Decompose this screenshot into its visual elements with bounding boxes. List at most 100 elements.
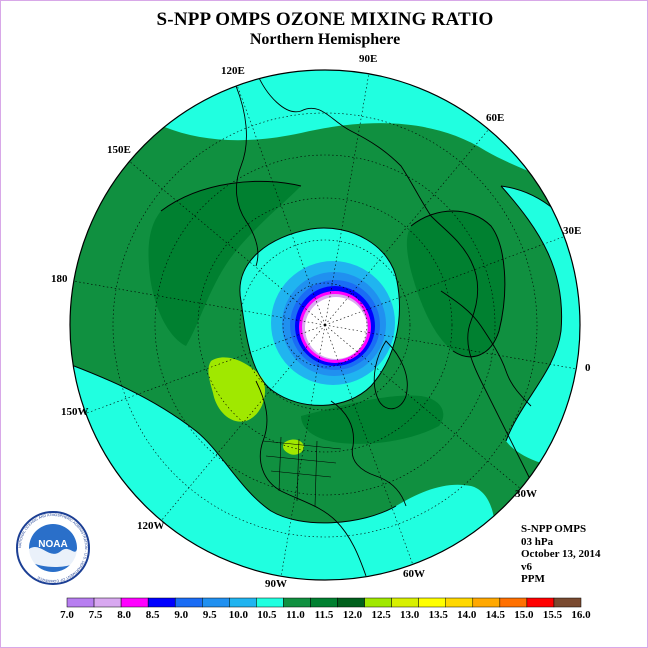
state-border	[296, 438, 300, 502]
colorbar-tick-label: 14.0	[457, 609, 477, 621]
colorbar-tick-label: 15.5	[543, 609, 563, 621]
meridian-60e	[324, 128, 490, 326]
map-border	[69, 69, 581, 581]
colorbar-swatch	[256, 597, 284, 608]
lon-label: 150W	[61, 406, 89, 418]
page-subtitle: Northern Hemisphere	[249, 31, 401, 48]
colorbar-swatch	[526, 597, 555, 608]
latitude-circle	[282, 282, 368, 368]
colorbar-swatch	[174, 597, 203, 608]
colorbar-swatch	[93, 597, 122, 608]
colorbar-tick-label: 9.0	[174, 609, 188, 621]
colorbar-tick-label: 11.5	[315, 609, 334, 621]
colorbar-tick-label: 9.5	[203, 609, 217, 621]
band-11-5-12-0-west	[148, 181, 301, 346]
colorbar-tick-label: 12.0	[343, 609, 363, 621]
coastline-america-east	[330, 400, 407, 507]
colorbar-tick-label: 16.0	[571, 609, 591, 621]
colorbar-swatch	[337, 597, 365, 608]
lon-label: 150E	[107, 144, 131, 156]
meridian-30w	[324, 324, 522, 490]
state-borders	[262, 436, 342, 507]
colorbar-tick-label: 8.0	[117, 609, 131, 621]
meridian-60w	[324, 324, 414, 566]
lon-label: 0	[585, 362, 591, 374]
colorbar-swatch	[66, 597, 95, 608]
state-border	[278, 436, 282, 492]
colorbar-swatch	[202, 597, 230, 608]
logo-wave	[29, 547, 77, 567]
colorbar-swatch	[310, 597, 338, 608]
contour-line	[239, 227, 400, 406]
state-border	[262, 440, 342, 450]
meridian-180	[72, 280, 326, 326]
colorbar-tick-label: 10.0	[229, 609, 249, 621]
band-12-0-12-5-pacific	[208, 357, 266, 422]
logo-text: NOAA	[38, 539, 67, 550]
info-date: October 13, 2014	[521, 548, 601, 560]
colorbar-tick-label: 12.5	[371, 609, 391, 621]
info-instrument: S-NPP OMPS	[521, 523, 587, 535]
latitude-circle	[112, 112, 538, 538]
latitude-circle	[197, 197, 453, 453]
colorbar-swatch	[391, 597, 419, 608]
colorbar-swatch	[147, 597, 176, 608]
info-pressure: 03 hPa	[521, 535, 554, 548]
colorbar-swatch	[472, 597, 501, 608]
meridian-0	[324, 324, 578, 370]
colorbar-swatch	[364, 597, 392, 608]
colorbar-swatch	[553, 597, 582, 608]
contour-line	[70, 360, 397, 524]
colorbar-tick-label: 10.5	[257, 609, 277, 621]
meridian-120w	[160, 324, 326, 522]
info-units: PPM	[521, 573, 545, 585]
state-border	[265, 455, 337, 464]
colorbar-swatch	[418, 597, 446, 608]
colorbar: 7.0 7.5 8.0 8.5 9.0 9.5 10.0 10.5 11.0 11.5 12.0 12…	[60, 597, 591, 621]
latitude-circle	[154, 154, 496, 496]
colorbar-tick-label: 13.5	[429, 609, 449, 621]
meridian-150e	[128, 160, 326, 326]
page-title: S-NPP OMPS OZONE MIXING RATIO	[156, 9, 494, 30]
colorbar-swatch	[229, 597, 257, 608]
graticule-meridians	[72, 72, 578, 578]
latitude-circle	[239, 239, 411, 411]
colorbar-swatch	[283, 597, 311, 608]
meridian-90w	[280, 324, 326, 578]
lon-label: 180	[51, 273, 68, 285]
graticule-latitude	[112, 112, 538, 538]
coastline-greenland	[373, 340, 408, 410]
colorbar-swatch	[499, 597, 528, 608]
coastline-europe	[440, 290, 532, 407]
meridian-90e	[324, 72, 370, 326]
state-border	[314, 440, 318, 507]
ozone-field	[70, 70, 580, 580]
longitude-labels: 90E 60E 30E 0 30W 60W 90W 120W 150W 180 …	[51, 53, 591, 590]
lon-label: 90W	[265, 578, 287, 590]
lon-label: 60W	[403, 568, 425, 580]
colorbar-tick-label: 13.0	[400, 609, 420, 621]
coastline-asia-pacific	[235, 85, 259, 267]
coastline-eurasia	[255, 70, 542, 502]
band-11-5-12-0-east	[406, 211, 505, 357]
info-version: v6	[521, 560, 532, 573]
colorbar-tick-label: 14.5	[486, 609, 506, 621]
band-11-5-12-0-south	[301, 395, 444, 444]
lon-label: 90E	[359, 53, 377, 65]
meridian-120e	[236, 84, 326, 326]
colorbar-swatch	[445, 597, 474, 608]
colorbar-swatch	[120, 597, 149, 608]
colorbar-tick-label: 7.0	[60, 609, 74, 621]
lon-label: 120E	[221, 65, 245, 77]
lon-label: 30W	[515, 488, 537, 500]
colorbar-tick-label: 8.5	[146, 609, 160, 621]
lon-label: 30E	[563, 225, 581, 237]
noaa-logo: NOAA NATIONAL OCEANIC AND ATMOSPHERIC AD…	[16, 511, 90, 585]
coastline-north-america	[255, 380, 367, 577]
state-border	[270, 470, 332, 478]
lon-label: 60E	[486, 112, 504, 124]
info-block: S-NPP OMPS 03 hPa October 13, 2014 v6 PP…	[521, 523, 601, 586]
vortex-polar-night	[305, 297, 367, 359]
